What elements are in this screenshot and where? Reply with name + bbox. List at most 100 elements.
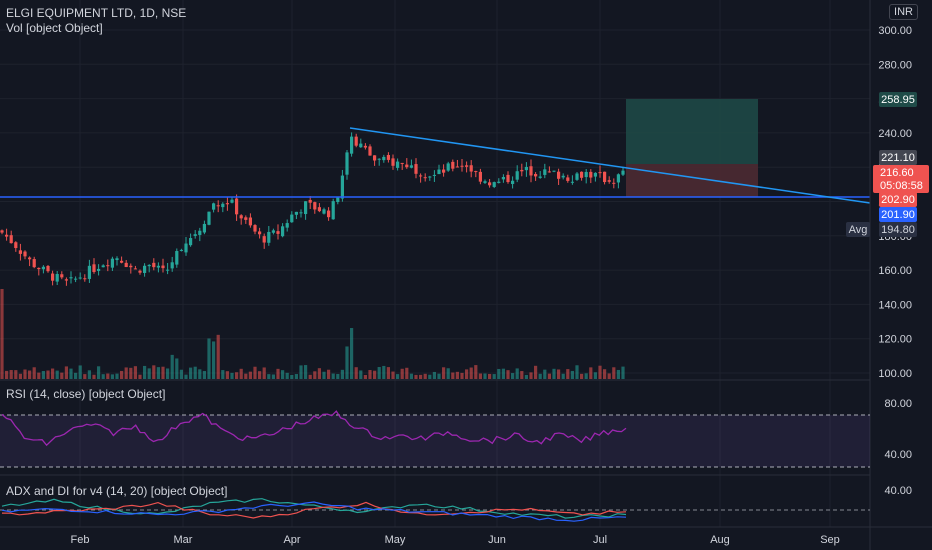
candle-body: [276, 231, 280, 234]
candle-body: [64, 279, 68, 281]
volume-bar: [603, 369, 607, 379]
time-axis-label: Feb: [71, 534, 90, 546]
volume-legend[interactable]: Vol [object Object]: [6, 21, 103, 35]
candle-body: [253, 225, 257, 232]
candle-body: [488, 182, 492, 186]
volume-bar: [5, 370, 9, 379]
candle-body: [166, 269, 170, 271]
entry-price-value: 221.10: [881, 152, 915, 164]
volume-bar: [419, 374, 423, 379]
volume-bar: [547, 373, 551, 379]
target-price-value: 258.95: [881, 94, 915, 106]
volume-bar: [248, 371, 252, 379]
volume-bar: [492, 374, 496, 379]
volume-bar: [575, 365, 579, 379]
candle-body: [327, 210, 331, 218]
volume-bar: [607, 373, 611, 379]
candle-body: [400, 162, 404, 164]
candle-body: [386, 155, 390, 160]
volume-bar: [460, 372, 464, 379]
volume-bar: [32, 367, 36, 379]
candle-body: [308, 199, 312, 203]
candle-body: [189, 238, 193, 246]
price-axis-label: 140.00: [878, 299, 912, 311]
candle-body: [193, 234, 197, 236]
candle-body: [138, 270, 142, 273]
candle-body: [230, 199, 234, 203]
candle-body: [534, 174, 538, 177]
volume-bar: [455, 371, 459, 379]
rsi-axis-label-80: 80.00: [884, 398, 912, 410]
volume-bar: [198, 369, 202, 379]
candle-body: [9, 235, 13, 244]
target-price-tag: 258.95: [879, 92, 917, 107]
candle-body: [616, 174, 620, 183]
candle-body: [437, 169, 441, 175]
volume-bar: [101, 374, 105, 379]
candle-body: [377, 158, 381, 160]
volume-bar: [373, 370, 377, 379]
volume-bar: [212, 341, 216, 379]
volume-bar: [331, 373, 335, 379]
adx-line[interactable]: [1, 501, 627, 522]
candle-body: [414, 164, 418, 174]
candle-body: [28, 257, 32, 260]
volume-bar: [110, 374, 114, 379]
volume-bar: [570, 370, 574, 379]
candle-body: [51, 273, 55, 281]
candle-body: [391, 158, 395, 166]
volume-bar: [106, 373, 110, 379]
volume-bar: [87, 370, 91, 379]
candle-body: [271, 230, 275, 233]
adx-legend[interactable]: ADX and DI for v4 (14, 20) [object Objec…: [6, 484, 228, 498]
volume-bar: [396, 374, 400, 379]
candle-body: [340, 175, 344, 199]
price-axis-label: 280.00: [878, 59, 912, 71]
candle-body: [23, 251, 27, 257]
volume-bar: [520, 371, 524, 379]
support-price-tag: 201.90: [879, 207, 917, 222]
time-axis[interactable]: Feb Mar Apr May Jun Jul Aug Sep: [71, 534, 840, 546]
stop-zone[interactable]: [626, 164, 758, 197]
volume-bar: [253, 366, 257, 379]
candle-body: [589, 171, 593, 178]
currency-button[interactable]: INR: [889, 4, 918, 20]
candle-body: [216, 205, 220, 207]
volume-bar: [386, 367, 390, 379]
volume-bar: [382, 365, 386, 379]
volume-bar: [345, 346, 349, 379]
candle-body: [248, 217, 252, 226]
candle-body: [598, 172, 602, 174]
candle-body: [55, 273, 59, 282]
volume-bar: [391, 371, 395, 379]
volume-bar: [23, 369, 27, 379]
candle-body: [83, 278, 87, 280]
volume-bar: [354, 367, 358, 379]
candle-body: [5, 234, 9, 237]
candle-body: [538, 176, 542, 178]
candle-body: [258, 231, 262, 235]
candle-body: [373, 155, 377, 161]
target-zone[interactable]: [626, 99, 758, 164]
candle-body: [115, 258, 119, 261]
rsi-legend[interactable]: RSI (14, close) [object Object]: [6, 387, 166, 401]
candle-body: [106, 265, 110, 267]
candle-body: [570, 181, 574, 183]
symbol-legend[interactable]: ELGI EQUIPMENT LTD, 1D, NSE: [6, 6, 187, 20]
candle-body: [359, 143, 363, 148]
volume-bar: [55, 370, 59, 379]
candle-body: [529, 166, 533, 176]
volume-bar: [207, 338, 211, 379]
candle-body: [506, 174, 510, 183]
volume-bar: [442, 367, 446, 379]
candle-body: [161, 265, 165, 269]
rsi-line[interactable]: [1, 410, 627, 447]
di-minus-line[interactable]: [1, 501, 627, 519]
descending-trendline[interactable]: [349, 127, 871, 204]
candle-body: [74, 278, 78, 280]
volume-bar: [423, 373, 427, 379]
candle-body: [78, 277, 82, 279]
volume-bar: [294, 374, 298, 379]
